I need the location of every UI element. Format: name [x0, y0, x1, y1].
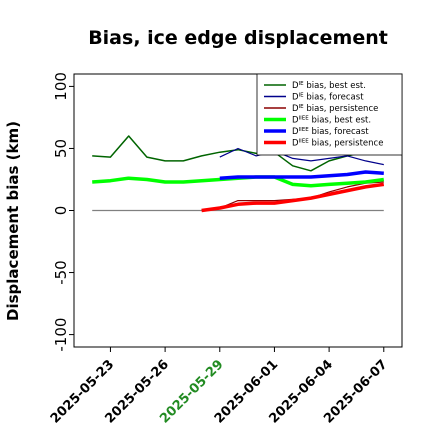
series-group	[92, 135, 385, 213]
series-line-2	[219, 147, 384, 166]
y-axis-label: Displacement bias (km)	[4, 121, 22, 321]
legend-entry-label: DIIEE bias, forecast	[292, 127, 369, 137]
series-line-5	[219, 170, 384, 180]
y-tick-label: -100	[52, 318, 70, 352]
y-tick-label: 50	[52, 139, 70, 158]
legend-entry-label: DIE bias, best est.	[292, 81, 366, 91]
legend-entry-label: DIIEE bias, persistence	[292, 139, 383, 149]
y-tick-label: -50	[52, 260, 70, 285]
legend-entry-label: DIIEE bias, best est.	[292, 116, 371, 126]
series-line-1	[92, 135, 384, 172]
legend-entry-label: DIE bias, forecast	[292, 93, 364, 103]
legend-entry-label: DIE bias, persistence	[292, 104, 378, 114]
series-line-6	[201, 182, 385, 213]
y-tick-label: 0	[52, 206, 70, 216]
y-tick-label: 100	[52, 72, 70, 101]
legend: DIE bias, best est. DIE bias, forecastDIE…	[256, 73, 403, 156]
chart-title: Bias, ice edge displacement	[88, 27, 388, 49]
